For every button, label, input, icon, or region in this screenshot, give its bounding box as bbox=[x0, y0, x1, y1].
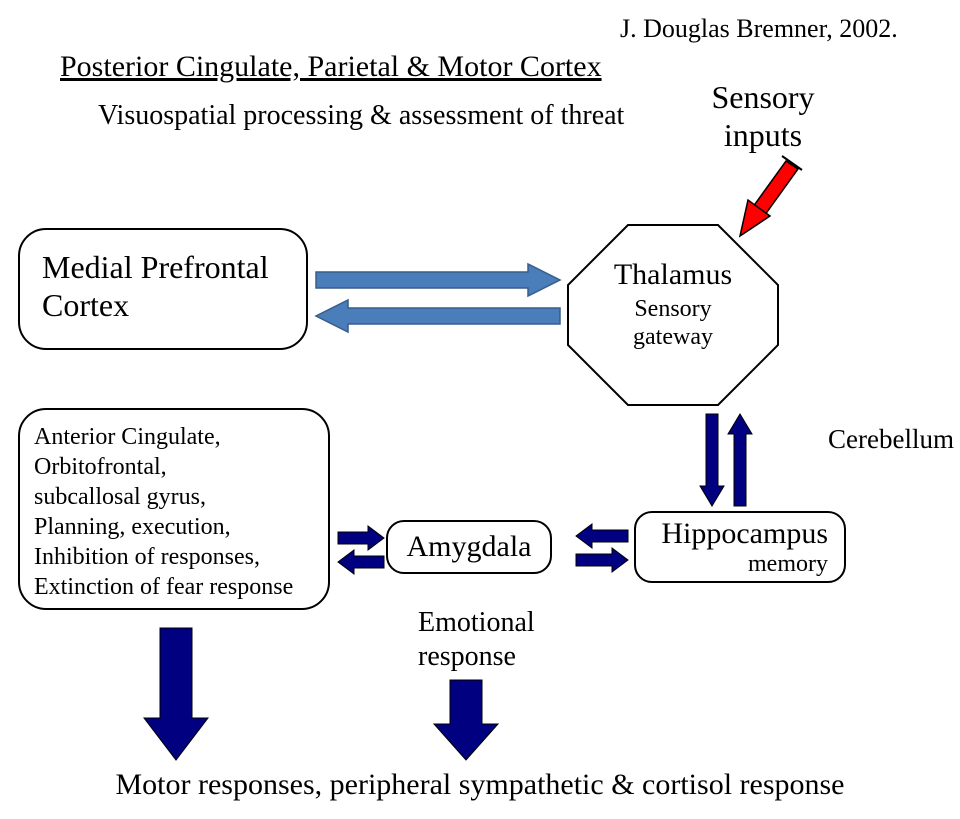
arrow-amygdala-to-hippo bbox=[576, 548, 628, 572]
arrow-amygdala-to-ac bbox=[338, 550, 384, 574]
arrow-emotional-down bbox=[434, 680, 498, 760]
arrow-thalamus-to-mpfc bbox=[316, 300, 560, 332]
arrow-ac-to-amygdala bbox=[338, 526, 384, 550]
arrow-hippo-to-amygdala bbox=[576, 524, 628, 548]
arrow-thalamus-down bbox=[700, 414, 724, 506]
arrows-layer bbox=[0, 0, 960, 819]
arrow-ac-down bbox=[144, 628, 208, 760]
arrow-mpfc-to-thalamus bbox=[316, 264, 560, 296]
arrow-hippo-up bbox=[728, 414, 752, 506]
arrow-sensory-to-thalamus bbox=[740, 156, 802, 236]
